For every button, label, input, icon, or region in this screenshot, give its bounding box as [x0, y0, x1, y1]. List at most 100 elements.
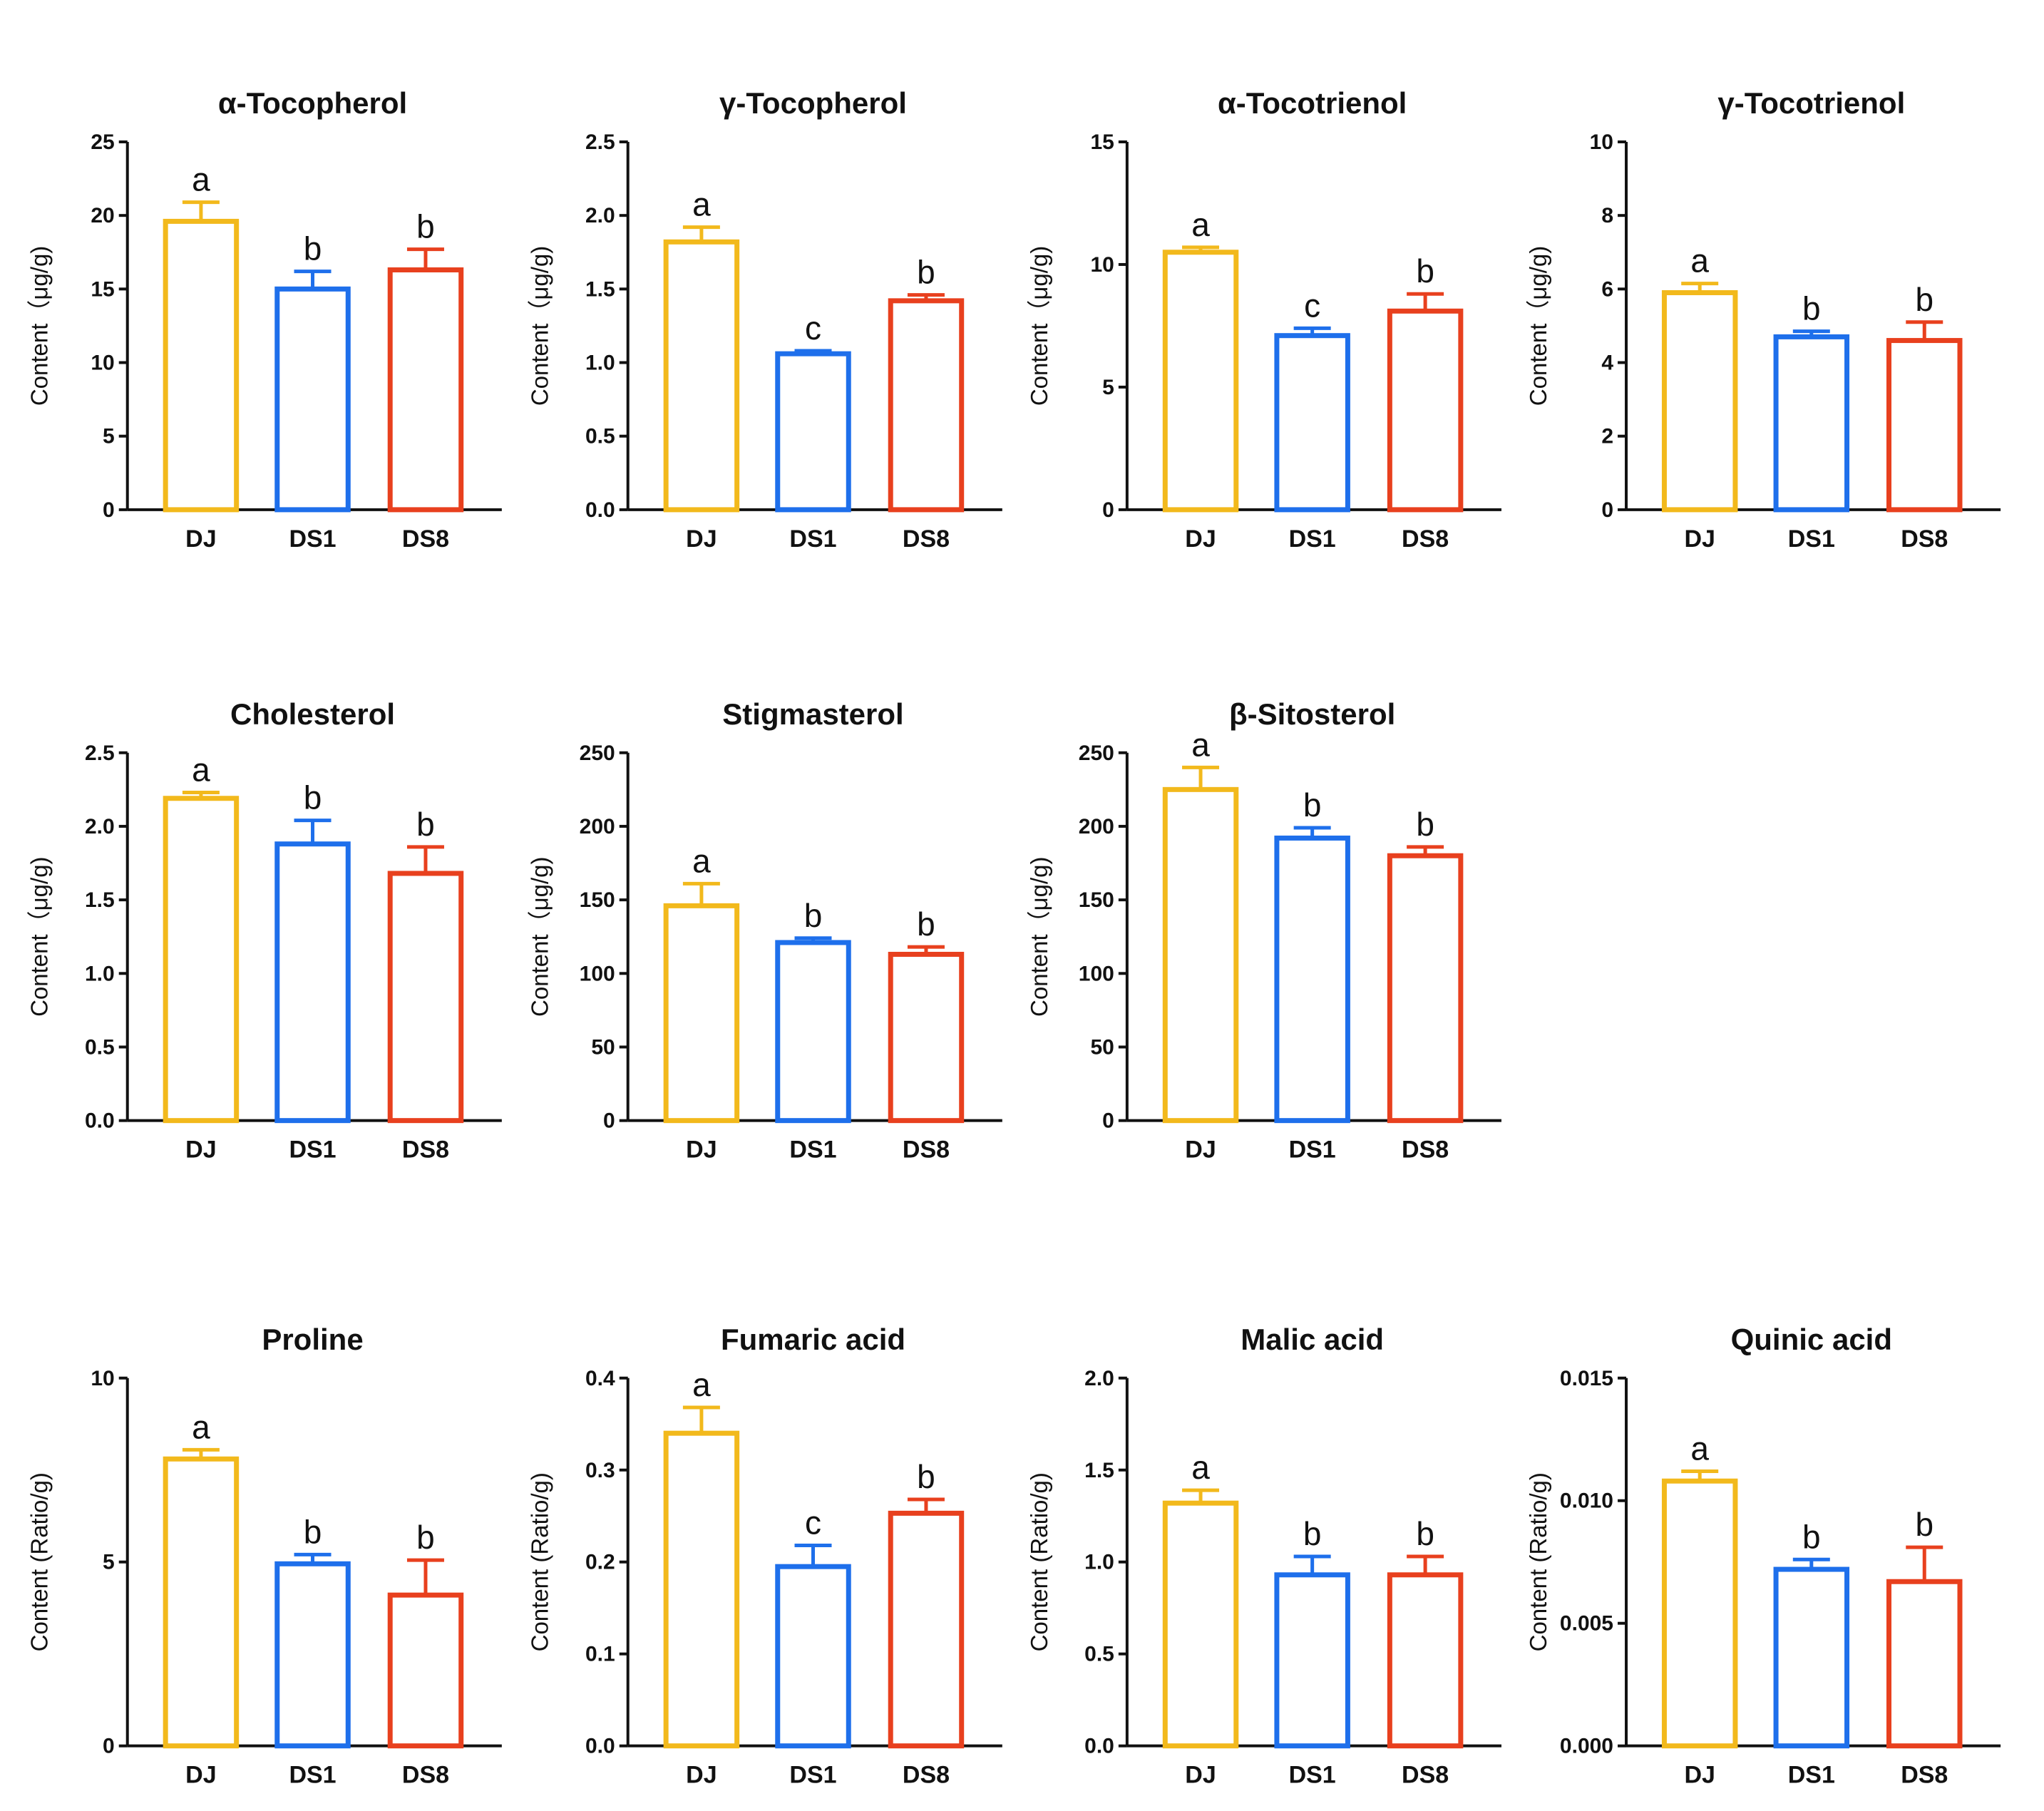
y-axis-label: Content (Ratio/g) [26, 1472, 53, 1651]
y-tick-label: 0 [103, 1735, 115, 1758]
bar-dj [1162, 1500, 1239, 1749]
y-tick-label: 0.005 [1560, 1612, 1613, 1636]
y-tick-label: 0 [1102, 1109, 1114, 1133]
significance-letter: a [1690, 242, 1709, 279]
y-tick-label: 8 [1601, 204, 1613, 227]
bar-ds1 [775, 940, 851, 1124]
bar-ds1 [1274, 333, 1350, 513]
significance-letter: a [692, 842, 711, 879]
significance-letter: b [1416, 806, 1434, 843]
x-tick-label: DS8 [1901, 525, 1948, 553]
chart-title: Malic acid [1241, 1323, 1384, 1356]
significance-letter: b [917, 1458, 935, 1495]
y-tick-label: 200 [580, 815, 615, 838]
bar-ds8 [387, 267, 464, 513]
y-tick-label: 1.5 [585, 277, 615, 301]
y-tick-label: 15 [91, 277, 114, 301]
x-tick-label: DS1 [789, 1762, 836, 1789]
significance-letter: b [304, 230, 322, 267]
chart-title: Fumaric acid [721, 1323, 905, 1356]
bar-ds1 [274, 841, 351, 1124]
y-tick-label: 0.0 [585, 498, 615, 522]
y-axis-label: Content（μg/g) [26, 856, 53, 1016]
y-tick-label: 2.5 [585, 130, 615, 154]
y-tick-label: 2.0 [1084, 1367, 1114, 1390]
x-tick-label: DS8 [402, 525, 449, 553]
y-tick-label: 0.0 [85, 1109, 115, 1133]
significance-letter: b [416, 1519, 435, 1556]
y-tick-label: 150 [1079, 888, 1114, 912]
x-tick-label: DS1 [289, 1762, 336, 1789]
x-tick-label: DJ [1185, 525, 1216, 553]
y-tick-label: 100 [1079, 962, 1114, 985]
significance-letter: b [304, 1513, 322, 1550]
x-tick-label: DS1 [289, 1137, 336, 1164]
bar-ds8 [1387, 308, 1464, 513]
bar-ds8 [1886, 338, 1963, 513]
y-tick-label: 5 [103, 425, 115, 448]
x-tick-label: DS1 [789, 525, 836, 553]
y-tick-label: 0.5 [85, 1035, 115, 1059]
significance-letter: b [1303, 786, 1322, 824]
significance-letter: b [416, 208, 435, 245]
y-tick-label: 1.0 [585, 352, 615, 375]
x-tick-label: DS8 [402, 1137, 449, 1164]
x-tick-label: DS1 [1788, 1762, 1835, 1789]
y-tick-label: 50 [1090, 1035, 1114, 1059]
y-axis-label: Content（μg/g) [1525, 246, 1551, 406]
y-tick-label: 0 [603, 1109, 615, 1133]
x-tick-label: DJ [1684, 525, 1715, 553]
significance-letter: a [1191, 206, 1210, 243]
y-tick-label: 0.1 [585, 1643, 615, 1666]
chart-title: Cholesterol [230, 697, 395, 731]
significance-letter: a [192, 751, 210, 788]
significance-letter: b [917, 254, 935, 291]
y-tick-label: 5 [103, 1551, 115, 1574]
significance-letter: a [192, 161, 210, 198]
y-tick-label: 4 [1601, 352, 1613, 375]
x-tick-label: DJ [686, 1762, 717, 1789]
bar-ds1 [775, 351, 851, 513]
bar-ds1 [1773, 1566, 1850, 1749]
bar-ds8 [1886, 1579, 1963, 1749]
chart-panel: Cholesterol 0.0 0.5 1.0 1.5 2.0 2.5 Content（μg/… [26, 697, 502, 1164]
y-tick-label: 1.0 [1084, 1551, 1114, 1574]
x-tick-label: DS1 [789, 1137, 836, 1164]
x-tick-label: DJ [1185, 1762, 1216, 1789]
bar-ds8 [387, 871, 464, 1124]
y-tick-label: 0 [1601, 498, 1613, 522]
bar-dj [163, 796, 240, 1124]
y-tick-label: 10 [91, 1367, 114, 1390]
y-tick-label: 0.5 [1084, 1643, 1114, 1666]
bar-dj [663, 1430, 740, 1749]
y-tick-label: 10 [91, 352, 114, 375]
y-tick-label: 0 [1102, 498, 1114, 522]
y-tick-label: 0.4 [585, 1367, 615, 1390]
significance-letter: b [1915, 281, 1933, 318]
bar-dj [1162, 250, 1239, 513]
y-tick-label: 10 [1590, 130, 1613, 154]
chart-panel: α-Tocotrienol 0 5 10 15 Content（μg/g) a DJ c DS1 b… [1026, 86, 1501, 553]
x-tick-label: DS8 [903, 1137, 950, 1164]
significance-letter: b [1802, 1518, 1821, 1555]
y-tick-label: 2.0 [85, 815, 115, 838]
x-tick-label: DJ [1684, 1762, 1715, 1789]
significance-letter: a [692, 186, 711, 223]
bar-dj [663, 903, 740, 1124]
y-tick-label: 5 [1102, 376, 1114, 399]
significance-letter: a [1191, 1449, 1210, 1486]
bar-ds8 [387, 1592, 464, 1749]
y-tick-label: 250 [1079, 742, 1114, 765]
y-axis-label: Content (Ratio/g) [1525, 1472, 1551, 1651]
chart-title: γ-Tocopherol [719, 86, 907, 120]
y-tick-label: 2.5 [85, 742, 115, 765]
chart-panel: Fumaric acid 0.0 0.1 0.2 0.3 0.4 Content (Rati… [527, 1323, 1002, 1789]
y-tick-label: 0 [103, 498, 115, 522]
significance-letter: b [917, 906, 935, 943]
y-tick-label: 6 [1601, 277, 1613, 301]
y-tick-label: 0.015 [1560, 1367, 1613, 1390]
chart-panel: Malic acid 0.0 0.5 1.0 1.5 2.0 Content (Ratio/… [1026, 1323, 1501, 1789]
x-tick-label: DJ [1185, 1137, 1216, 1164]
y-tick-label: 0.3 [585, 1459, 615, 1482]
